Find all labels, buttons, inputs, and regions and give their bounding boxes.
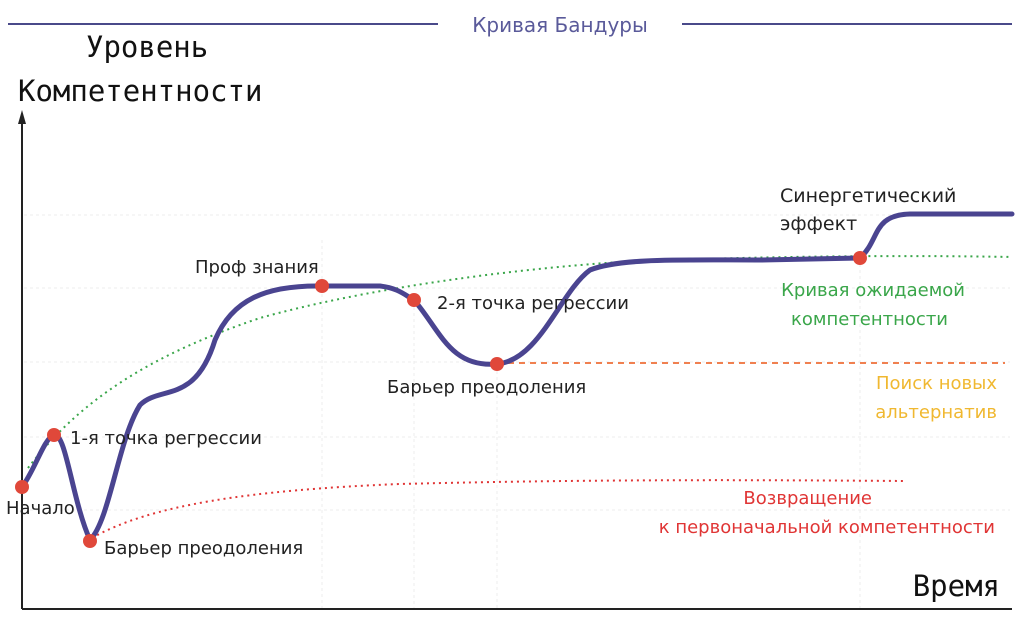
point-barrier2 bbox=[490, 357, 504, 371]
point-regression2 bbox=[407, 293, 421, 307]
return-curve bbox=[91, 479, 906, 539]
grid bbox=[24, 214, 1010, 608]
legend-return-line2: к первоначальной компетентности bbox=[659, 517, 995, 538]
x-axis-label: Время bbox=[913, 569, 1000, 603]
legend-search-line1: Поиск новых bbox=[876, 373, 997, 394]
legend-return-line1: Возвращение bbox=[743, 488, 872, 509]
label-prof: Проф знания bbox=[195, 257, 319, 278]
legend-expected-line1: Кривая ожидаемой bbox=[781, 280, 965, 301]
label-synergy-line1: Синергетический bbox=[780, 185, 956, 207]
point-prof bbox=[315, 279, 329, 293]
expected-competence-curve bbox=[27, 255, 1013, 469]
label-start: Начало bbox=[6, 498, 75, 519]
label-barrier2: Барьер преодоления bbox=[387, 377, 586, 398]
y-axis-arrow bbox=[18, 110, 26, 124]
legend-expected-line2: компетентности bbox=[791, 309, 948, 330]
point-start bbox=[15, 480, 29, 494]
label-barrier1: Барьер преодоления bbox=[104, 538, 303, 559]
point-synergy bbox=[853, 251, 867, 265]
header-title: Кривая Бандуры bbox=[472, 13, 648, 37]
label-regression2: 2-я точка регрессии bbox=[437, 293, 629, 314]
key-points bbox=[15, 251, 867, 548]
point-barrier1 bbox=[83, 534, 97, 548]
y-axis-label-line2: Компетентности bbox=[18, 74, 262, 108]
point-regression1 bbox=[47, 428, 61, 442]
bandura-curve bbox=[19, 211, 1015, 543]
label-synergy-line2: эффект bbox=[780, 213, 857, 235]
label-regression1: 1-я точка регрессии bbox=[70, 428, 262, 449]
legend-search-line2: альтернатив bbox=[875, 402, 997, 423]
y-axis-label-line1: Уровень bbox=[86, 30, 208, 64]
